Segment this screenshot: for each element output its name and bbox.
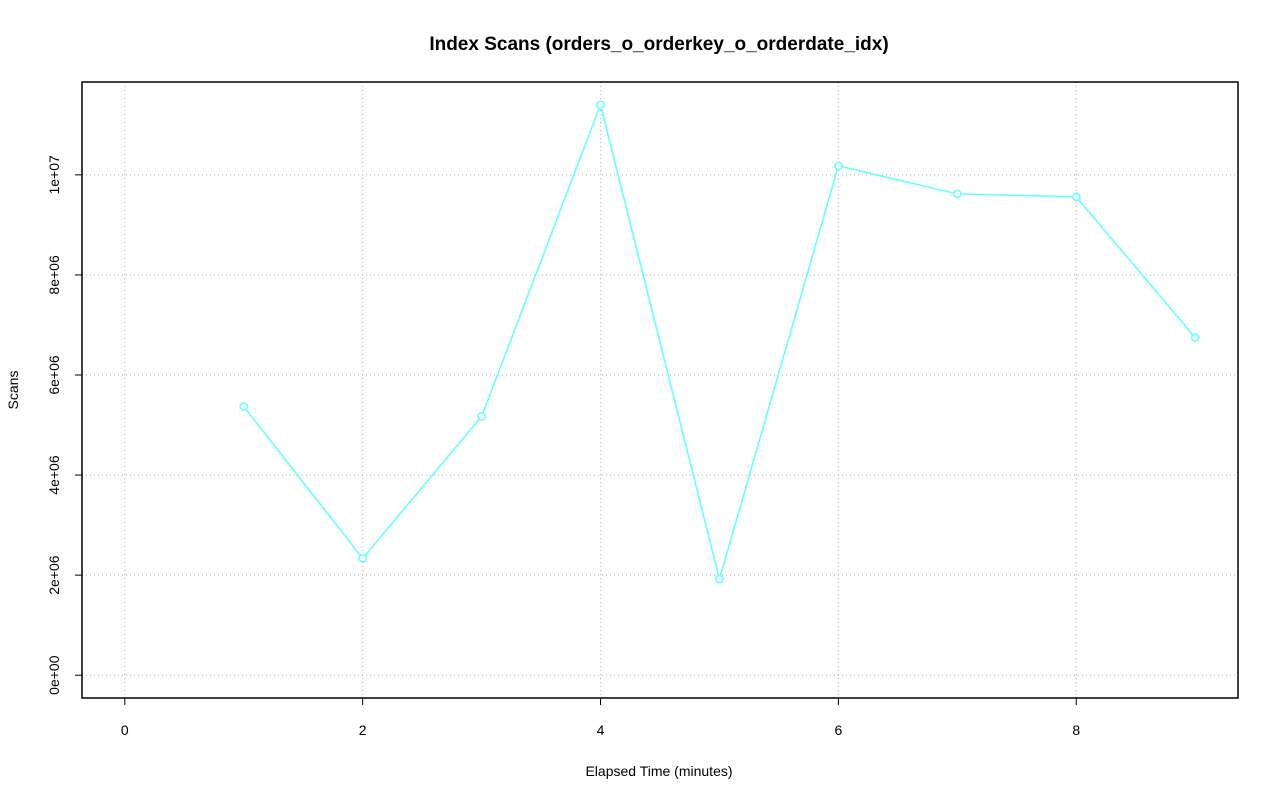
data-point	[952, 189, 962, 199]
y-tick-label: 0e+00	[46, 655, 62, 695]
y-tick-label: 4e+06	[46, 455, 62, 495]
plot-area: 0 2 4 6 8 0e+00 2e+06 4e+06 6e+06 8e+06 1e+07	[46, 82, 1238, 738]
data-point	[239, 402, 249, 411]
x-tick-label: 4	[597, 722, 605, 738]
y-tick-label: 1e+07	[46, 155, 62, 195]
data-point	[358, 553, 368, 563]
y-tick-label: 8e+06	[46, 255, 62, 295]
x-tick-label: 8	[1072, 722, 1080, 738]
data-point	[715, 574, 724, 584]
x-tick-label: 6	[834, 722, 842, 738]
x-tick-label: 0	[121, 722, 129, 738]
data-point	[1071, 192, 1081, 202]
data-point	[477, 412, 487, 421]
chart-title: Index Scans (orders_o_orderkey_o_orderda…	[429, 34, 888, 55]
y-tick-label: 6e+06	[46, 355, 62, 395]
y-tick-label: 2e+06	[46, 555, 62, 595]
plot-frame	[81, 81, 1239, 699]
data-point	[1190, 333, 1200, 342]
y-axis-label: Scans	[5, 371, 21, 410]
x-tick-label: 2	[359, 722, 367, 738]
data-point	[596, 100, 605, 110]
x-axis-label: Elapsed Time (minutes)	[585, 763, 732, 779]
data-point	[833, 161, 843, 171]
